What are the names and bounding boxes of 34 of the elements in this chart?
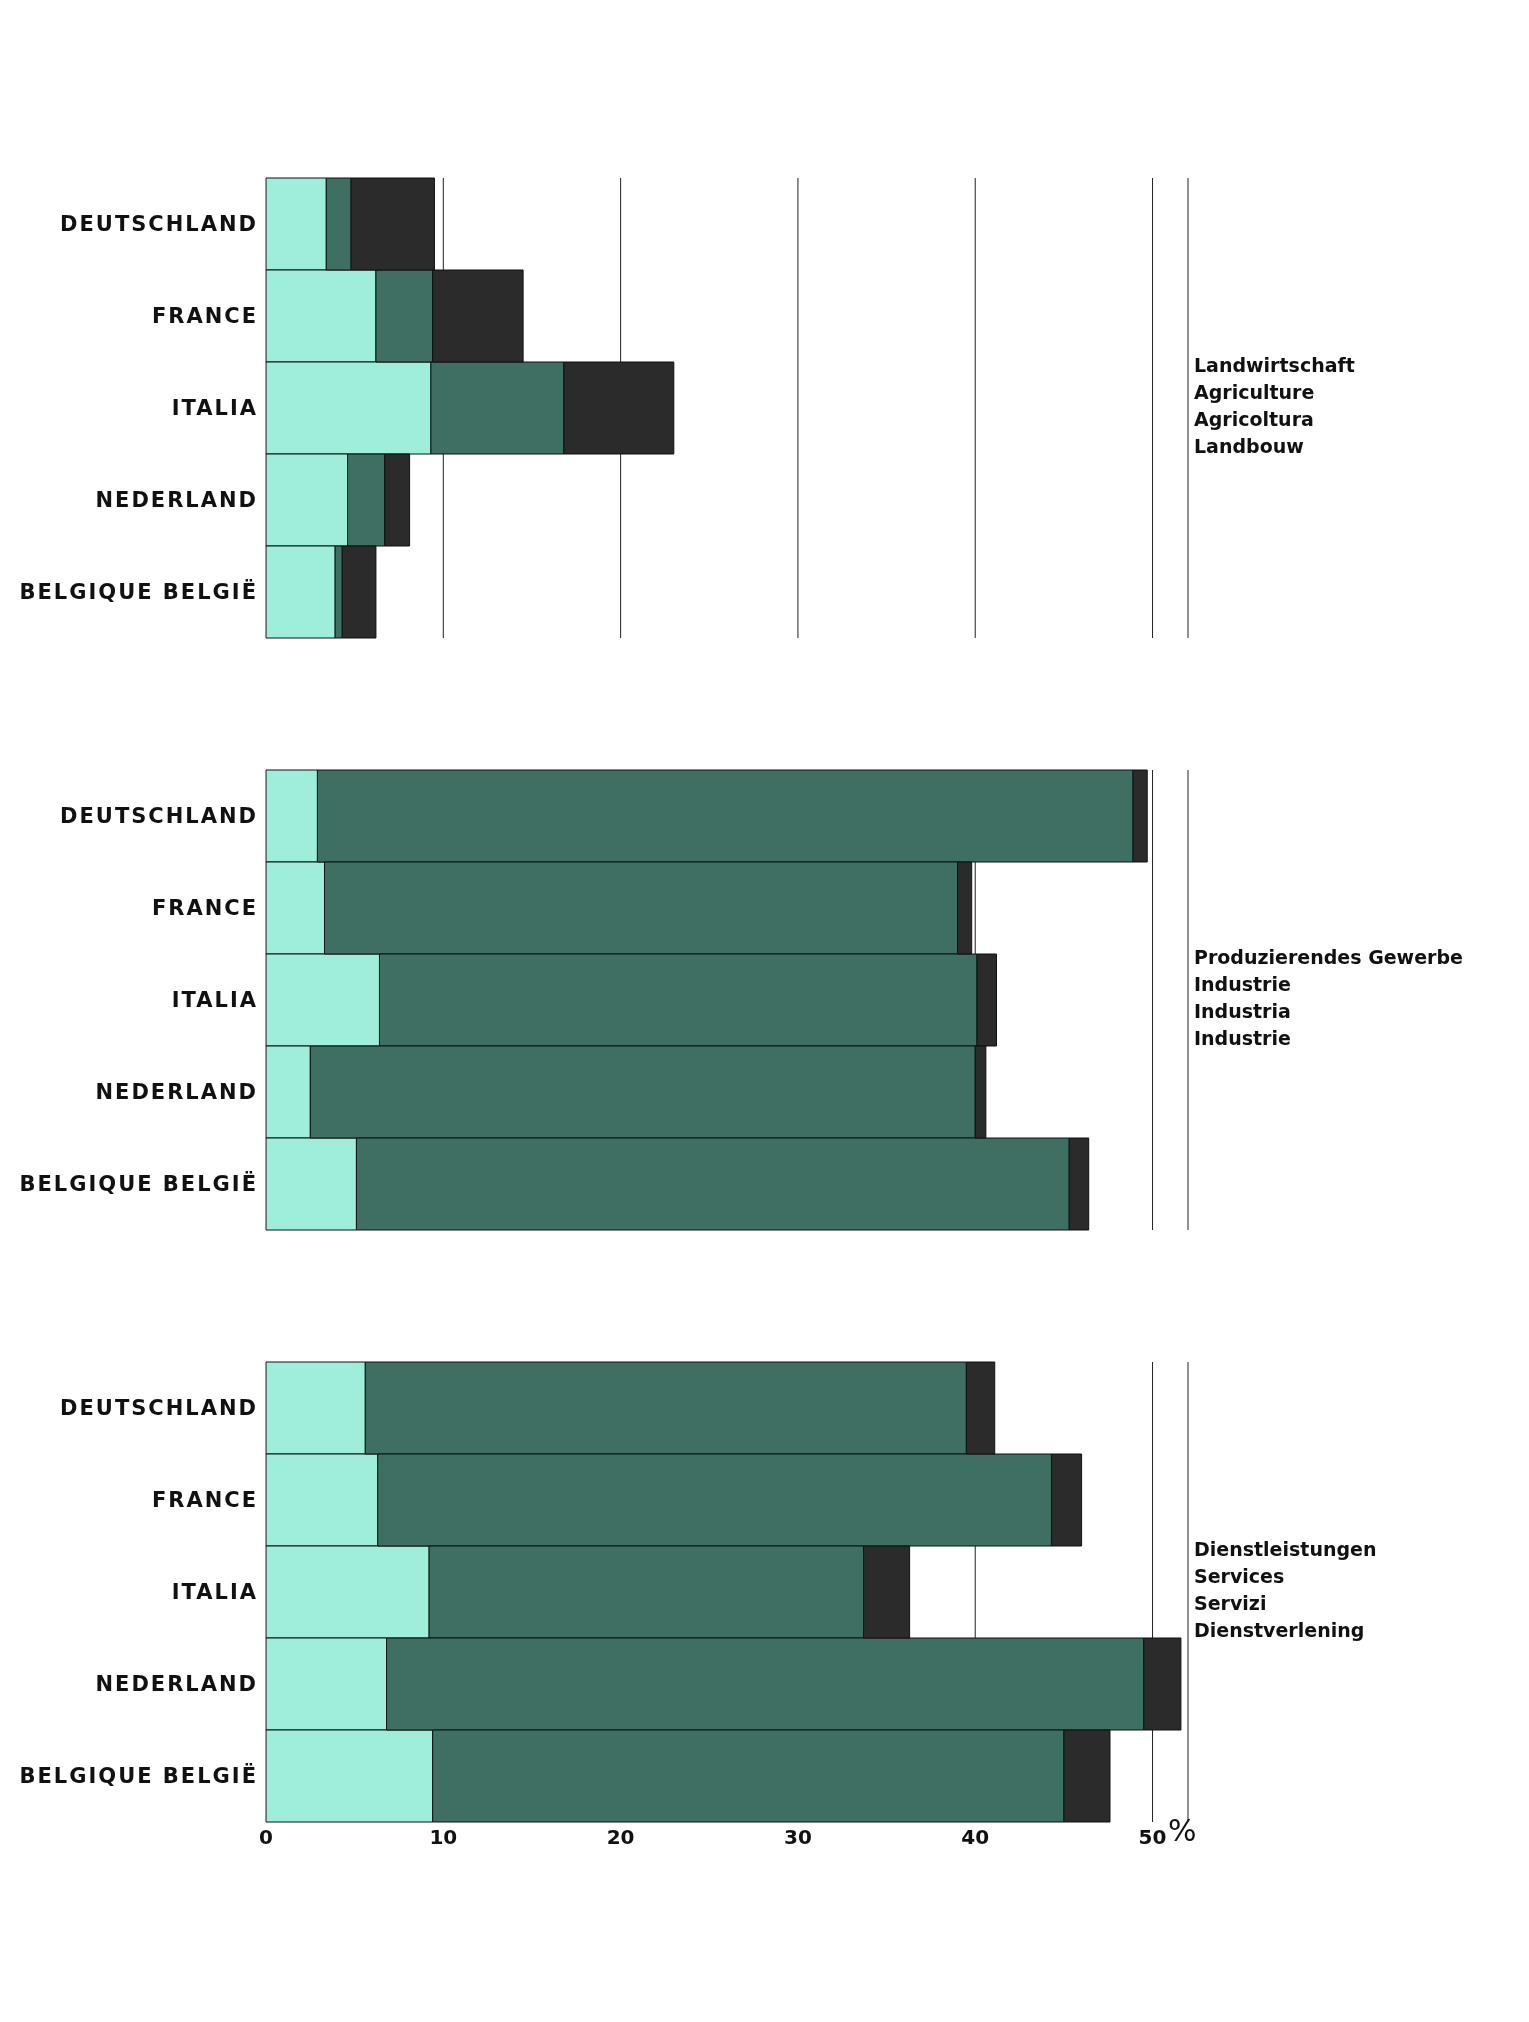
y-tick-label: FRANCE — [151, 1488, 258, 1513]
text: Industrie — [1194, 1026, 1292, 1052]
y-tick-label: NEDERLAND — [95, 1080, 258, 1105]
text: Agricoltura — [1194, 407, 1315, 433]
y-tick-label: ITALIA — [171, 1580, 258, 1605]
x-tick-label: 40 — [961, 1825, 990, 1850]
y-tick-label: DEUTSCHLAND — [60, 804, 258, 829]
text: Landbouw — [1194, 434, 1305, 460]
text: Produzierendes Gewerbe — [1194, 945, 1463, 971]
y-tick-label: BELGIQUE BELGIË — [19, 1763, 258, 1789]
text: Industrie — [1194, 972, 1292, 998]
text: Landwirtschaft — [1194, 353, 1355, 379]
x-axis-title: % — [1168, 1812, 1197, 1848]
text: Services — [1194, 1564, 1286, 1590]
text: Industria — [1194, 999, 1292, 1025]
text: Dienstverlening — [1194, 1618, 1366, 1644]
y-tick-label: ITALIA — [171, 396, 258, 421]
y-tick-label: BELGIQUE BELGIË — [19, 1171, 258, 1197]
text: Servizi — [1194, 1591, 1268, 1617]
y-tick-label: NEDERLAND — [95, 1672, 258, 1697]
y-tick-label: FRANCE — [151, 896, 258, 921]
x-tick-label: 50 — [1138, 1825, 1167, 1850]
x-tick-label: 20 — [606, 1825, 635, 1850]
text: Dienstleistungen — [1194, 1537, 1377, 1563]
text: Agriculture — [1194, 380, 1316, 406]
x-tick-label: 0 — [259, 1825, 273, 1850]
x-tick-label: 30 — [784, 1825, 812, 1850]
y-tick-label: BELGIQUE BELGIË — [19, 579, 258, 605]
x-tick-label: 10 — [429, 1825, 458, 1850]
y-tick-label: ITALIA — [171, 988, 258, 1013]
y-tick-label: FRANCE — [151, 304, 258, 329]
y-tick-label: DEUTSCHLAND — [60, 1396, 258, 1421]
y-tick-label: NEDERLAND — [95, 488, 258, 513]
y-tick-label: DEUTSCHLAND — [60, 212, 258, 237]
